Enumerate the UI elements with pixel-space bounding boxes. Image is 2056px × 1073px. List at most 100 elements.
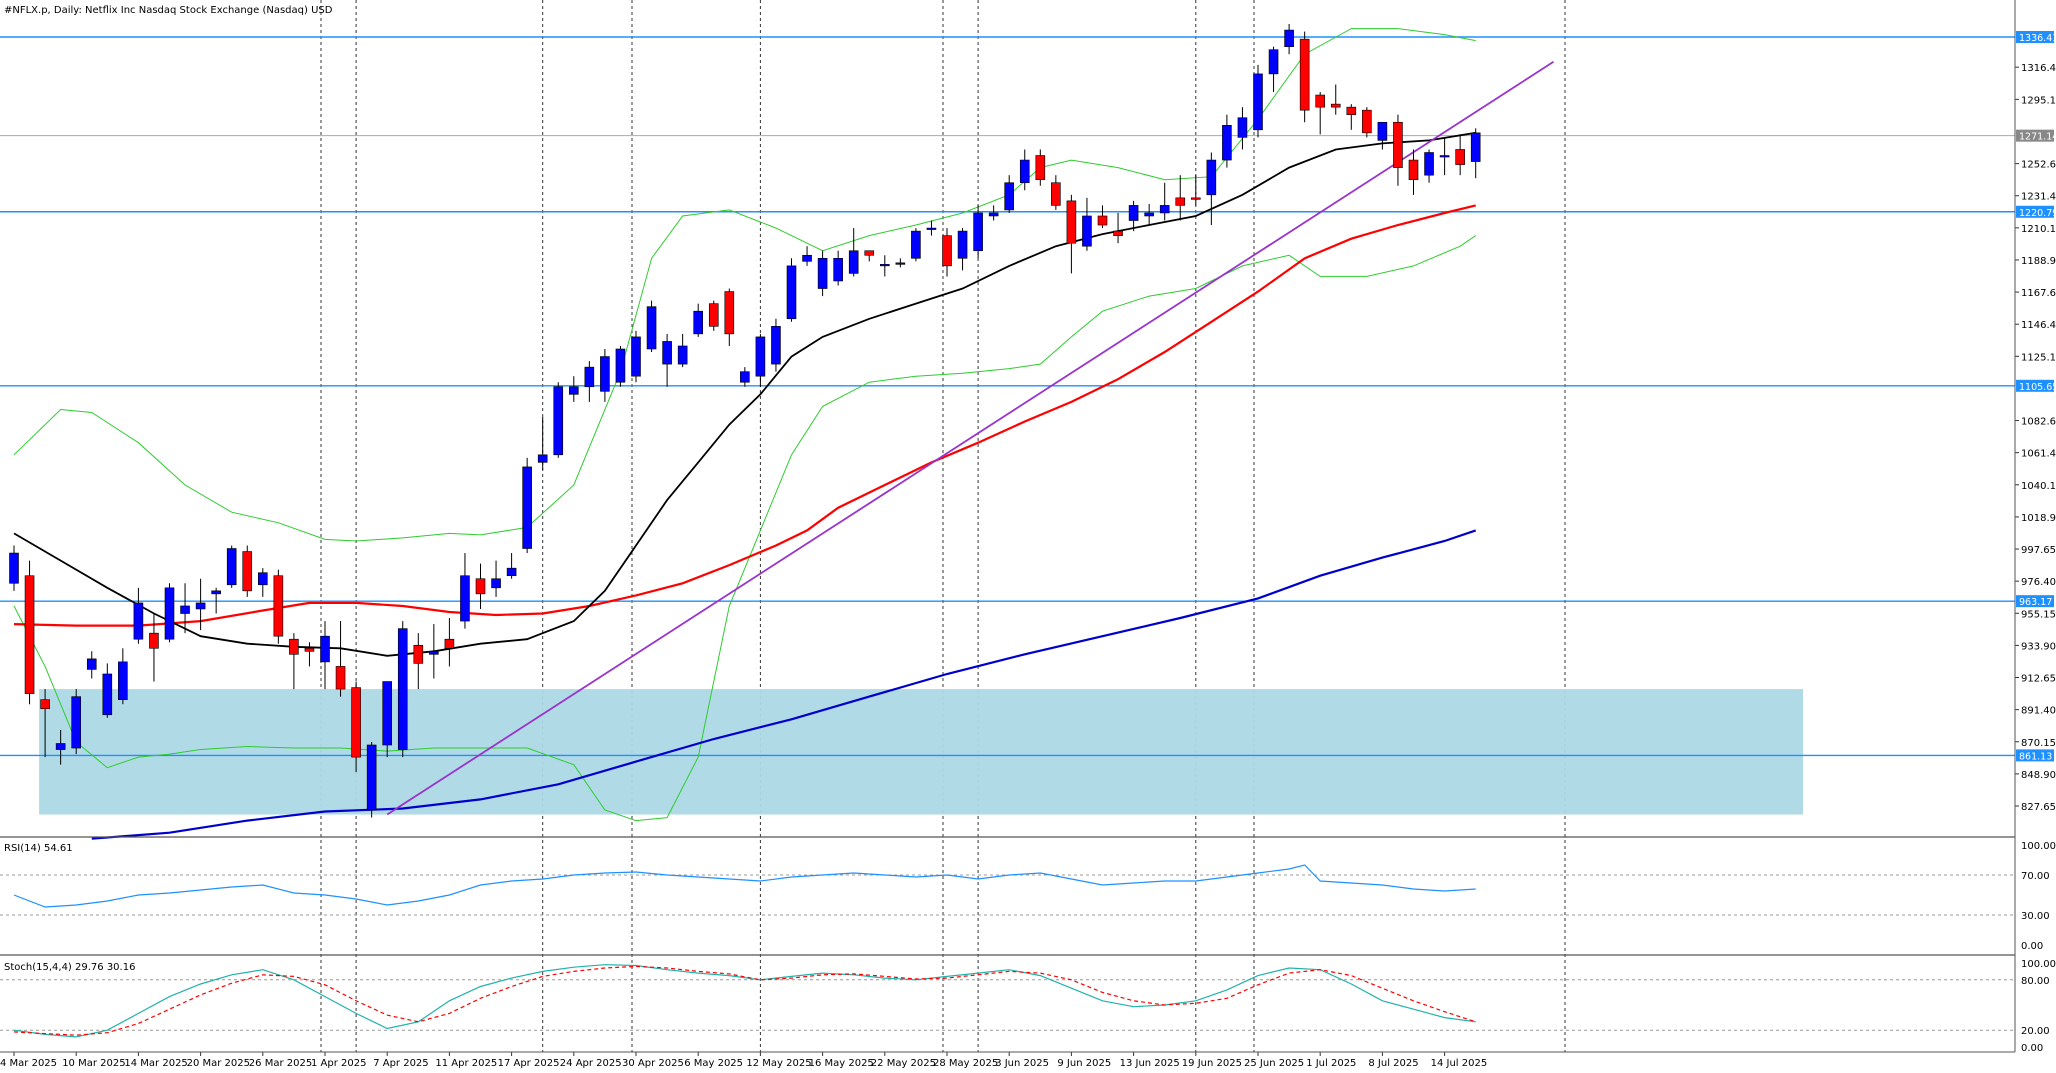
candle-body[interactable] <box>491 578 501 589</box>
candle-body[interactable] <box>1082 215 1092 247</box>
price-tick-label: 912.65 <box>2021 674 2056 685</box>
candle-body[interactable] <box>40 699 50 710</box>
candle-body[interactable] <box>180 605 190 614</box>
candle-body[interactable] <box>926 227 937 230</box>
candle-body[interactable] <box>1330 103 1341 108</box>
candle-body[interactable] <box>568 386 579 395</box>
candle-body[interactable] <box>848 250 859 274</box>
candle-body[interactable] <box>662 341 672 365</box>
candle-body[interactable] <box>895 262 906 265</box>
candle-body[interactable] <box>351 687 361 758</box>
candle-body[interactable] <box>1377 121 1388 141</box>
candle-body[interactable] <box>1128 205 1139 221</box>
candle-body[interactable] <box>724 291 735 335</box>
candle-body[interactable] <box>879 264 890 267</box>
candle-body[interactable] <box>1299 38 1310 111</box>
candle-body[interactable] <box>1051 182 1061 206</box>
candle-body[interactable] <box>1097 215 1108 226</box>
candle-body[interactable] <box>1470 132 1481 162</box>
candle-body[interactable] <box>1144 212 1154 217</box>
candle-body[interactable] <box>537 454 548 463</box>
candle-body[interactable] <box>1253 73 1263 131</box>
candle-body[interactable] <box>1159 205 1170 214</box>
candle-body[interactable] <box>1035 155 1046 181</box>
candle-body[interactable] <box>429 650 439 655</box>
candle-body[interactable] <box>413 644 424 664</box>
candle-body[interactable] <box>817 258 828 289</box>
price-tick-label: 1040.15 <box>2021 481 2056 492</box>
candle-body[interactable] <box>118 661 128 700</box>
candle-body[interactable] <box>304 647 315 652</box>
candle-body[interactable] <box>382 681 393 746</box>
candle-body[interactable] <box>397 628 408 750</box>
candle-body[interactable] <box>1284 29 1294 47</box>
candle-body[interactable] <box>708 303 719 327</box>
candle-body[interactable] <box>1268 49 1279 75</box>
candle-body[interactable] <box>335 666 346 690</box>
candle-body[interactable] <box>102 673 113 716</box>
candle-body[interactable] <box>1019 159 1030 184</box>
candle-body[interactable] <box>1175 197 1186 206</box>
candle-body[interactable] <box>1237 117 1248 138</box>
candle-body[interactable] <box>195 602 206 610</box>
candle-body[interactable] <box>1455 149 1465 165</box>
candle-body[interactable] <box>1439 155 1450 158</box>
candle-body[interactable] <box>133 602 144 640</box>
candle-body[interactable] <box>631 336 641 377</box>
candle-body[interactable] <box>320 635 330 663</box>
candle-body[interactable] <box>833 258 843 282</box>
candle-body[interactable] <box>149 632 159 649</box>
candle-body[interactable] <box>646 306 657 350</box>
candle-body[interactable] <box>257 572 268 586</box>
candle-body[interactable] <box>1424 152 1434 176</box>
candle-body[interactable] <box>289 638 299 655</box>
candle-body[interactable] <box>460 575 470 622</box>
candle-body[interactable] <box>1408 159 1419 181</box>
candle-body[interactable] <box>755 336 766 377</box>
candle-body[interactable] <box>86 658 97 670</box>
candle-body[interactable] <box>522 466 532 549</box>
candle-body[interactable] <box>786 265 797 320</box>
candle-body[interactable] <box>1113 230 1123 236</box>
candle-body[interactable] <box>942 235 952 267</box>
candle-body[interactable] <box>226 548 237 586</box>
candle-body[interactable] <box>164 587 175 640</box>
candle-body[interactable] <box>553 386 564 456</box>
candle-body[interactable] <box>957 230 968 259</box>
candle-body[interactable] <box>1206 159 1217 196</box>
candle-body[interactable] <box>71 696 81 749</box>
candle-body[interactable] <box>584 366 595 388</box>
candle-body[interactable] <box>1315 94 1325 108</box>
candle-body[interactable] <box>9 552 19 584</box>
candle-body[interactable] <box>911 230 921 259</box>
candle-body[interactable] <box>600 356 610 392</box>
candle-body[interactable] <box>1004 182 1015 211</box>
candle-body[interactable] <box>1393 121 1403 168</box>
candle-body[interactable] <box>1066 200 1077 244</box>
candle-body[interactable] <box>444 638 455 649</box>
candle-body[interactable] <box>273 575 284 637</box>
candle-body[interactable] <box>615 348 626 383</box>
candle-body[interactable] <box>475 578 486 595</box>
candle-body[interactable] <box>366 744 377 811</box>
candle-body[interactable] <box>211 590 221 595</box>
candle-body[interactable] <box>1191 197 1201 200</box>
candle-body[interactable] <box>1346 106 1357 116</box>
candle-body[interactable] <box>24 575 35 694</box>
candle-body[interactable] <box>1222 124 1232 161</box>
candle-body[interactable] <box>242 551 253 592</box>
candle-body[interactable] <box>771 326 781 365</box>
candle-body[interactable] <box>506 567 517 577</box>
candle-body[interactable] <box>55 743 66 750</box>
candle-body[interactable] <box>1362 109 1372 134</box>
candle-body[interactable] <box>740 371 750 383</box>
candle-body[interactable] <box>864 250 875 256</box>
ma200-line <box>91 529 1477 840</box>
candle-body[interactable] <box>802 254 812 262</box>
candle-body[interactable] <box>988 212 999 217</box>
candle-body[interactable] <box>693 310 704 335</box>
candle-body[interactable] <box>677 345 688 365</box>
candle-body[interactable] <box>973 212 983 252</box>
